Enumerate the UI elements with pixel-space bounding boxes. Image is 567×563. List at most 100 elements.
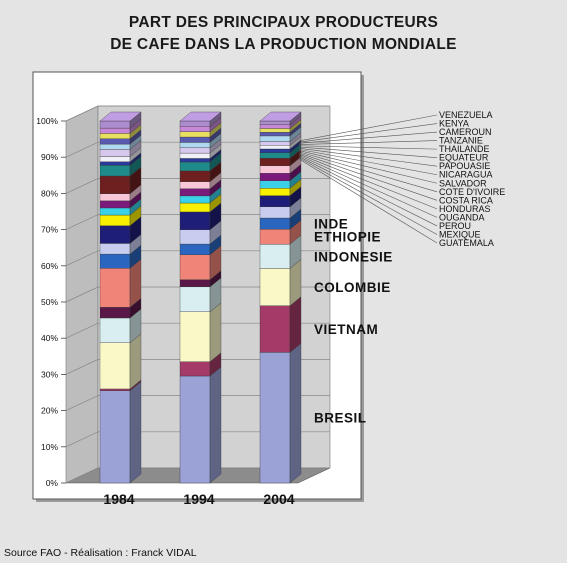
leader-line <box>298 150 438 184</box>
leader-line <box>298 131 438 144</box>
bar-front <box>179 170 211 182</box>
bar-top <box>99 111 142 122</box>
minor-producers-legend: VENEZUELAKENYACAMEROUNTANZANIETHAILANDEE… <box>298 110 505 248</box>
leader-line <box>298 152 438 201</box>
segment-bresil-2004 <box>259 343 302 484</box>
segment-bresil-1994 <box>179 366 222 484</box>
y-tick-label: 40% <box>41 333 58 343</box>
segment-mexique-1994 <box>179 202 222 231</box>
legend-item: OUGANDA <box>439 212 485 222</box>
leader-line <box>298 140 438 145</box>
bar-front <box>99 127 131 134</box>
bar-front <box>259 180 291 189</box>
bar-front <box>259 120 291 125</box>
bar-front <box>259 148 291 153</box>
legend-item: GUATEMALA <box>439 238 494 248</box>
bar-front <box>259 352 291 484</box>
gridline <box>65 214 330 230</box>
bar-front <box>99 207 131 216</box>
bar-front <box>179 188 211 197</box>
y-tick-label: 80% <box>41 188 58 198</box>
bar-front <box>259 188 291 196</box>
bar-front <box>99 388 131 391</box>
bar-2004 <box>259 111 302 484</box>
segment-indonesie-2004 <box>259 234 302 269</box>
bar-front <box>179 131 211 138</box>
bar-front <box>179 161 211 172</box>
gridline <box>65 395 330 411</box>
bar-front <box>179 126 211 132</box>
y-axis-ticks: 0% 10% 20% 30% 40% 50% 60% 70% 80% 90% 100% <box>36 116 66 488</box>
bar-front <box>99 214 131 226</box>
legend-item: COSTA RICA <box>439 195 493 205</box>
leader-line <box>298 151 438 193</box>
bar-front <box>99 253 131 269</box>
title-line-2: DE CAFE DANS LA PRODUCTION MONDIALE <box>110 36 457 53</box>
x-axis-labels: 1984 1994 2004 <box>103 491 294 507</box>
bars <box>99 111 302 484</box>
bar-front <box>99 268 131 308</box>
bar-front <box>99 165 131 177</box>
legend-item: KENYA <box>439 119 469 129</box>
leader-line <box>298 155 438 218</box>
bar-front <box>179 158 211 163</box>
bar-front <box>99 133 131 139</box>
bar-side <box>289 296 302 353</box>
bar-front <box>99 200 131 209</box>
bar-front <box>99 149 131 157</box>
bar-front <box>179 279 211 288</box>
gridline <box>65 322 330 339</box>
gridline <box>65 359 330 375</box>
y-tick-label: 100% <box>36 116 58 126</box>
bar-front <box>179 286 211 312</box>
x-tick-label: 2004 <box>263 491 294 507</box>
bar-front <box>179 311 211 362</box>
segment-colombie-2004 <box>259 259 302 307</box>
grid-lines <box>65 105 330 484</box>
bar-front <box>179 181 211 189</box>
y-tick-label: 90% <box>41 152 58 162</box>
bar-front <box>259 195 291 208</box>
segment-inde-1984 <box>99 244 142 269</box>
bar-front <box>179 147 211 154</box>
bar-front <box>179 136 211 143</box>
country-label: ETHIOPIE <box>314 230 381 245</box>
bar-1994 <box>179 111 222 484</box>
bar-front <box>259 158 291 166</box>
leader-line <box>298 156 438 227</box>
segment-mexique-1984 <box>99 216 142 244</box>
segment-indonesie-1984 <box>99 308 142 344</box>
country-labels: BRESIL VIETNAM COLOMBIE INDONESIE ETHIOPIEIN… <box>314 217 392 426</box>
bar-front <box>99 243 131 255</box>
bar-front <box>99 225 131 244</box>
country-label: INDE <box>314 217 348 232</box>
x-tick-label: 1994 <box>183 491 214 507</box>
y-tick-label: 60% <box>41 261 58 271</box>
y-tick-label: 30% <box>41 369 58 379</box>
segment-vietnam-2004 <box>259 296 302 353</box>
bar-front <box>259 132 291 137</box>
bar-front <box>259 268 291 306</box>
bar-front <box>99 143 131 150</box>
bar-side <box>129 333 142 390</box>
leader-line <box>298 114 438 142</box>
bar-front <box>179 211 211 230</box>
bar-front <box>99 161 131 166</box>
legend-item: COTE D'IVOIRE <box>439 187 505 197</box>
legend-item: NICARAGUA <box>439 170 493 180</box>
bar-front <box>179 375 211 484</box>
legend-item: HONDURAS <box>439 204 491 214</box>
y-tick-label: 10% <box>41 442 58 452</box>
bar-front <box>179 152 211 159</box>
gridline <box>65 431 330 448</box>
bar-front <box>259 152 291 159</box>
bar-front <box>179 142 211 148</box>
bar-front <box>259 128 291 133</box>
bar-front <box>99 307 131 319</box>
leader-line <box>298 149 438 176</box>
bar-front <box>179 120 211 127</box>
country-label: BRESIL <box>314 411 367 426</box>
gridline <box>65 178 330 194</box>
bar-front <box>99 317 131 343</box>
bar-front <box>179 202 211 213</box>
